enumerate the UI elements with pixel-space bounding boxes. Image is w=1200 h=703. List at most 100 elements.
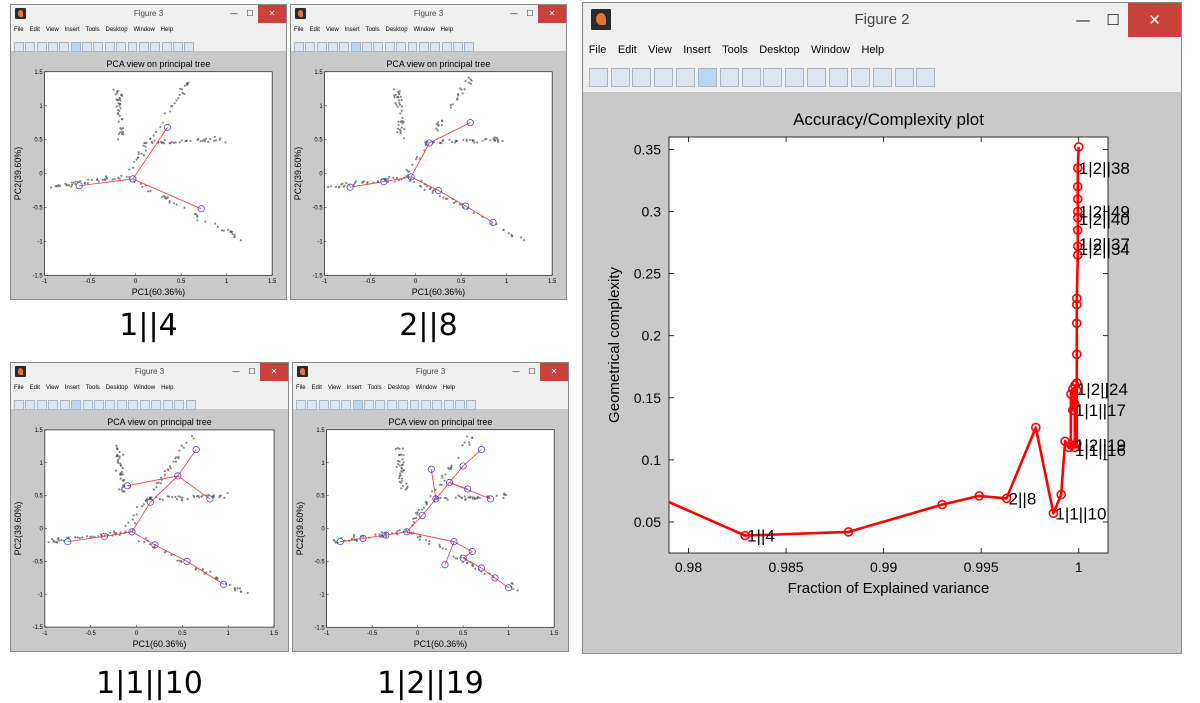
close-button[interactable]: ✕ [540,363,568,381]
minimize-button[interactable]: — [1075,11,1091,29]
brush-icon[interactable] [407,41,418,52]
menu-item-insert[interactable]: Insert [344,27,360,33]
print-icon[interactable] [328,41,338,52]
colorbar-icon[interactable] [150,41,161,52]
save-icon[interactable] [632,67,652,87]
menu-item-window[interactable]: Window [810,44,851,56]
menu-item-tools[interactable]: Tools [85,385,100,391]
zoom-out-icon[interactable] [82,41,92,52]
menu-item-insert[interactable]: Insert [64,385,80,391]
menu-item-help[interactable]: Help [442,385,456,391]
data-cursor-icon[interactable] [785,67,805,87]
zoom-in-icon[interactable] [352,399,363,410]
close-button[interactable]: ✕ [258,5,286,23]
legend-icon[interactable] [161,41,172,52]
show-tools-icon[interactable] [184,41,195,52]
maximize-button[interactable]: ☐ [526,9,534,18]
zoom-out-icon[interactable] [82,399,93,410]
link-icon[interactable] [418,41,429,52]
print-icon[interactable] [48,399,59,410]
new-figure-icon[interactable] [13,41,24,52]
pointer-icon[interactable] [59,41,70,52]
minimize-button[interactable]: — [512,367,520,376]
menu-item-file[interactable]: File [13,385,24,391]
menu-item-desktop[interactable]: Desktop [385,27,408,33]
rotate-icon[interactable] [763,67,783,87]
zoom-in-icon[interactable] [71,399,82,410]
zoom-in-icon[interactable] [697,67,717,87]
menu-item-tools[interactable]: Tools [85,27,100,33]
minimize-button[interactable]: — [232,367,240,376]
show-tools-icon[interactable] [464,41,475,52]
close-button[interactable]: ✕ [1128,3,1181,37]
close-button[interactable]: ✕ [260,363,288,381]
print-icon[interactable] [654,67,674,87]
new-figure-icon[interactable] [295,399,306,410]
save-icon[interactable] [36,399,47,410]
maximize-button[interactable]: ☐ [528,367,536,376]
menu-item-view[interactable]: View [648,44,672,56]
save-icon[interactable] [316,41,327,52]
menu-item-file[interactable]: File [13,27,24,33]
legend-icon[interactable] [872,67,892,87]
show-tools-icon[interactable] [185,399,196,410]
close-button[interactable]: ✕ [538,5,566,23]
rotate-icon[interactable] [105,399,116,410]
legend-icon[interactable] [162,399,173,410]
menu-item-file[interactable]: File [293,27,304,33]
menu-item-edit[interactable]: Edit [617,44,637,56]
brush-icon[interactable] [807,67,827,87]
menu-item-tools[interactable]: Tools [367,385,382,391]
open-file-icon[interactable] [25,399,36,410]
menu-item-insert[interactable]: Insert [683,44,711,56]
menu-item-desktop[interactable]: Desktop [759,44,800,56]
link-icon[interactable] [828,67,848,87]
show-tools-icon[interactable] [916,67,936,87]
menu-item-view[interactable]: View [325,27,339,33]
pan-icon[interactable] [94,399,104,410]
save-icon[interactable] [36,41,47,52]
pointer-icon[interactable] [676,67,696,87]
menu-item-edit[interactable]: Edit [29,27,40,33]
save-icon[interactable] [318,399,329,410]
rotate-icon[interactable] [386,399,397,410]
new-figure-icon[interactable] [13,399,24,410]
menu-item-help[interactable]: Help [160,27,174,33]
brush-icon[interactable] [128,399,139,410]
maximize-button[interactable]: ☐ [248,367,256,376]
colorbar-icon[interactable] [430,41,441,52]
colorbar-icon[interactable] [432,399,443,410]
pan-icon[interactable] [373,41,384,52]
pointer-icon[interactable] [339,41,350,52]
zoom-out-icon[interactable] [362,41,372,52]
menu-item-file[interactable]: File [588,44,607,56]
menu-item-tools[interactable]: Tools [365,27,380,33]
data-cursor-icon[interactable] [116,399,127,410]
print-icon[interactable] [48,41,58,52]
menu-item-insert[interactable]: Insert [64,27,80,33]
zoom-out-icon[interactable] [719,67,739,87]
pointer-icon[interactable] [59,399,70,410]
new-figure-icon[interactable] [293,41,304,52]
zoom-out-icon[interactable] [364,399,374,410]
menu-item-insert[interactable]: Insert [346,385,362,391]
pan-icon[interactable] [93,41,104,52]
rotate-icon[interactable] [104,41,115,52]
menu-item-view[interactable]: View [45,385,59,391]
data-cursor-icon[interactable] [116,41,127,52]
open-file-icon[interactable] [610,67,630,87]
menu-item-edit[interactable]: Edit [311,385,322,391]
menu-item-view[interactable]: View [45,27,59,33]
menu-item-edit[interactable]: Edit [309,27,320,33]
menu-item-help[interactable]: Help [161,385,174,391]
menu-item-edit[interactable]: Edit [29,385,40,391]
pointer-icon[interactable] [341,399,352,410]
minimize-button[interactable]: — [510,9,518,18]
zoom-in-icon[interactable] [350,41,361,52]
pan-icon[interactable] [375,399,386,410]
pan-icon[interactable] [741,67,761,87]
hide-tools-icon[interactable] [454,399,465,410]
menu-item-view[interactable]: View [327,385,341,391]
brush-icon[interactable] [409,399,420,410]
link-icon[interactable] [420,399,431,410]
